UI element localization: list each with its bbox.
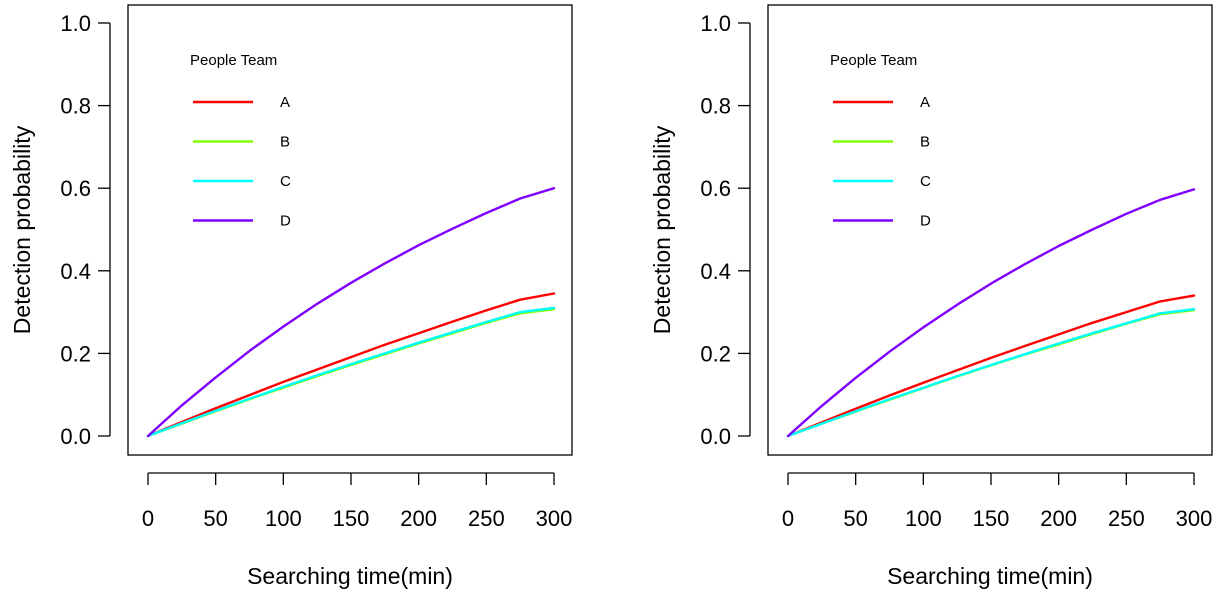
series-line-d xyxy=(786,188,1196,438)
y-tick-label: 0.4 xyxy=(60,259,91,284)
x-tick-label: 150 xyxy=(333,506,370,531)
legend-label: A xyxy=(280,94,290,111)
x-tick-label: 50 xyxy=(843,506,867,531)
y-tick-label: 0.0 xyxy=(700,424,731,449)
x-axis-title: Searching time(min) xyxy=(247,563,453,589)
y-tick-label: 0.6 xyxy=(60,176,91,201)
x-tick-label: 200 xyxy=(1040,506,1077,531)
legend-label: D xyxy=(920,213,931,230)
y-tick-label: 0.4 xyxy=(700,259,731,284)
legend-label: B xyxy=(280,134,290,151)
y-tick-label: 0.8 xyxy=(700,94,731,119)
y-axis-title: Detection probability xyxy=(649,125,675,334)
x-tick-label: 100 xyxy=(265,506,302,531)
x-tick-label: 250 xyxy=(468,506,505,531)
legend-title: People Team xyxy=(190,52,277,69)
series-line-d xyxy=(146,186,556,438)
x-tick-label: 100 xyxy=(905,506,942,531)
chart-panel-1: 0 50 100 150 200 250 300 0.0 0.2 0.4 0.6 0.8 1.0 Sear… xyxy=(9,4,573,589)
y-tick-label: 0.2 xyxy=(60,341,91,366)
legend-label: A xyxy=(920,94,930,111)
x-tick-label: 150 xyxy=(973,506,1010,531)
legend-title: People Team xyxy=(830,52,917,69)
plot-frame xyxy=(767,4,1213,456)
x-tick-label: 0 xyxy=(782,506,794,531)
x-tick-label: 300 xyxy=(1176,506,1213,531)
y-tick-label: 0.8 xyxy=(60,94,91,119)
x-tick-label: 250 xyxy=(1108,506,1145,531)
legend-label: D xyxy=(280,213,291,230)
series-line-c xyxy=(146,306,556,438)
series-line-a xyxy=(786,294,1196,438)
x-tick-label: 50 xyxy=(203,506,227,531)
y-axis-title: Detection probability xyxy=(9,125,35,334)
y-tick-label: 0.2 xyxy=(700,341,731,366)
x-tick-label: 200 xyxy=(400,506,437,531)
x-axis-title: Searching time(min) xyxy=(887,563,1093,589)
x-tick-label: 0 xyxy=(142,506,154,531)
y-tick-label: 0.6 xyxy=(700,176,731,201)
chart-panel-2: 0 50 100 150 200 250 300 0.0 0.2 0.4 0.6 0.8 1.0 Sear… xyxy=(649,4,1213,589)
series-line-b xyxy=(146,308,556,438)
series-line-c xyxy=(786,308,1196,438)
legend-label: C xyxy=(280,173,291,190)
series-line-a xyxy=(146,292,556,438)
y-tick-label: 0.0 xyxy=(60,424,91,449)
y-tick-label: 1.0 xyxy=(700,11,731,36)
series-line-b xyxy=(786,308,1196,438)
legend-label: B xyxy=(920,134,930,151)
plot-frame xyxy=(127,4,573,456)
y-tick-label: 1.0 xyxy=(60,11,91,36)
legend-label: C xyxy=(920,173,931,190)
x-tick-label: 300 xyxy=(536,506,573,531)
